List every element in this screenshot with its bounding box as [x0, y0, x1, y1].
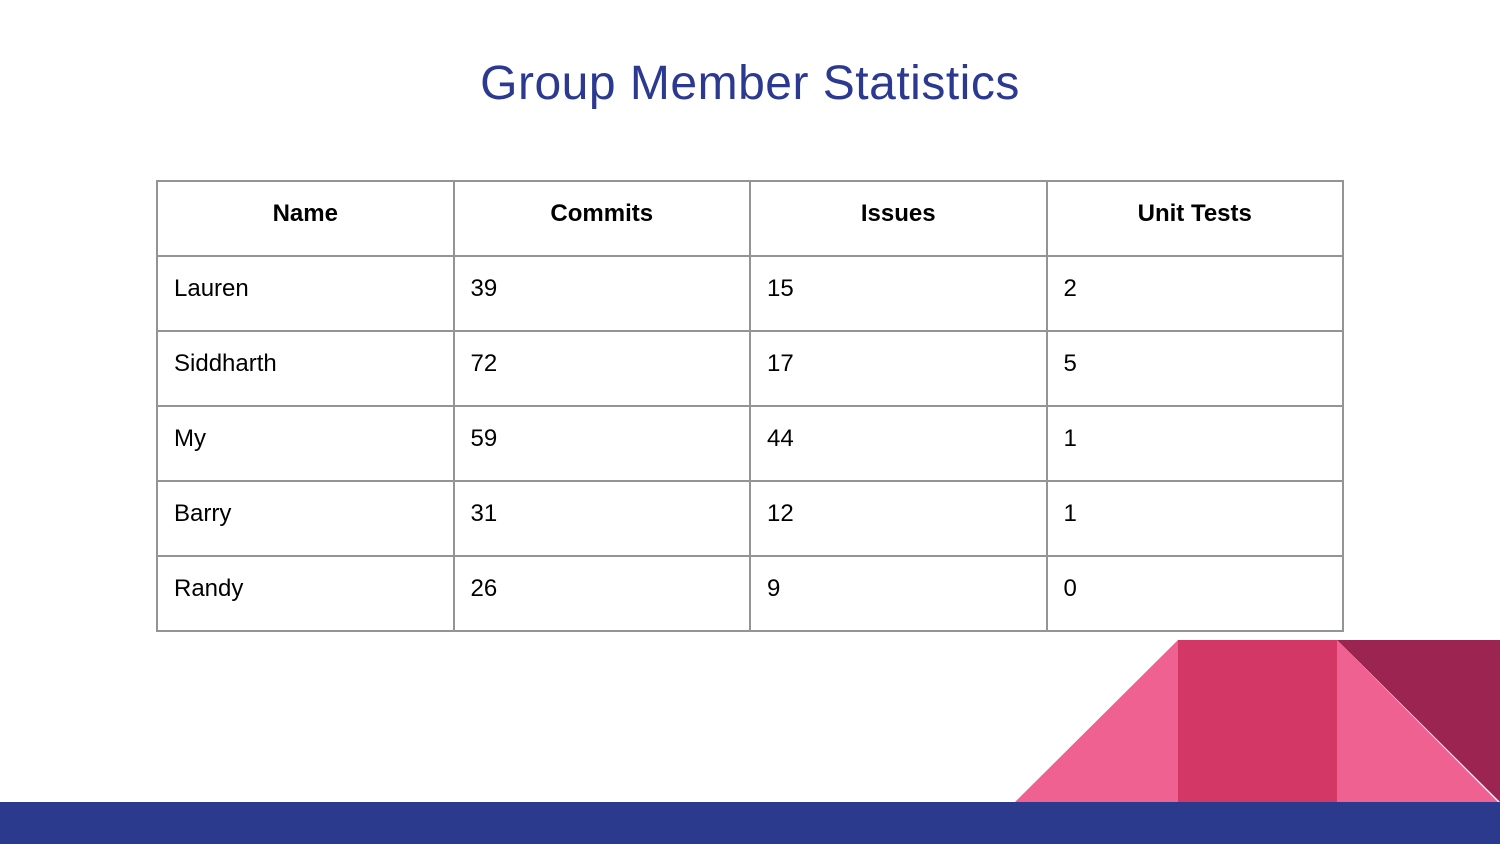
- column-header-issues: Issues: [749, 180, 1048, 257]
- table-cell: Barry: [156, 480, 455, 557]
- table-cell: 39: [452, 255, 751, 332]
- table-cell: 15: [749, 255, 1048, 332]
- decorative-geometric-shapes: [1015, 640, 1500, 802]
- table-cell: 59: [452, 405, 751, 482]
- table-cell: 1: [1045, 480, 1344, 557]
- decor-triangle-left: [1015, 640, 1178, 802]
- table-cell: 72: [452, 330, 751, 407]
- column-header-unit-tests: Unit Tests: [1045, 180, 1344, 257]
- table-cell: 1: [1045, 405, 1344, 482]
- table-cell: Randy: [156, 555, 455, 632]
- table-cell: My: [156, 405, 455, 482]
- footer-bar: [0, 802, 1500, 844]
- table-row: Randy 26 9 0: [156, 555, 1344, 632]
- column-header-commits: Commits: [452, 180, 751, 257]
- table-cell: 2: [1045, 255, 1344, 332]
- table-row: Lauren 39 15 2: [156, 255, 1344, 332]
- table-row: Siddharth 72 17 5: [156, 330, 1344, 407]
- column-header-name: Name: [156, 180, 455, 257]
- table-cell: 26: [452, 555, 751, 632]
- table-cell: 17: [749, 330, 1048, 407]
- table-cell: 5: [1045, 330, 1344, 407]
- table-cell: 9: [749, 555, 1048, 632]
- member-stats-table: Name Commits Issues Unit Tests Lauren 39 1…: [156, 180, 1344, 632]
- table-row: Barry 31 12 1: [156, 480, 1344, 557]
- table-cell: 0: [1045, 555, 1344, 632]
- table-cell: Lauren: [156, 255, 455, 332]
- table-cell: Siddharth: [156, 330, 455, 407]
- table-cell: 31: [452, 480, 751, 557]
- table-cell: 44: [749, 405, 1048, 482]
- table-header-row: Name Commits Issues Unit Tests: [156, 180, 1344, 257]
- table-header: Name Commits Issues Unit Tests: [156, 180, 1344, 257]
- slide-title: Group Member Statistics: [480, 57, 1020, 110]
- table-body: Lauren 39 15 2 Siddharth 72 17 5 My 59 44 1 Barry 31 1…: [156, 255, 1344, 632]
- decor-triangle-right: [1337, 640, 1498, 802]
- table-row: My 59 44 1: [156, 405, 1344, 482]
- table-cell: 12: [749, 480, 1048, 557]
- decor-rectangle-center: [1178, 640, 1337, 802]
- decor-triangle-corner: [1337, 640, 1500, 802]
